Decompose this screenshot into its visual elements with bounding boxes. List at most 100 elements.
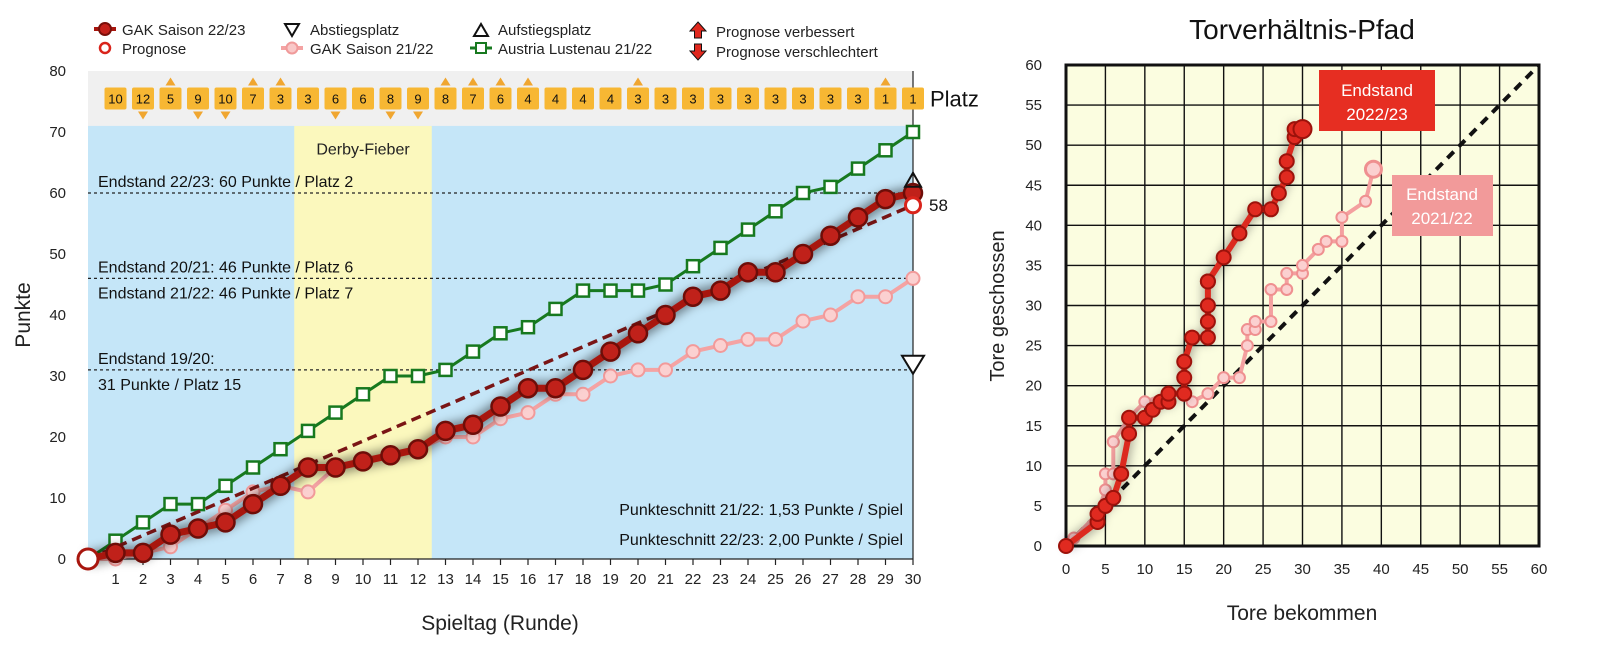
x-tick-label: 13 xyxy=(437,571,454,588)
x-tick-label: 45 xyxy=(1412,561,1429,578)
point-gak-2122 xyxy=(878,289,893,305)
point-gak-2122 xyxy=(905,270,921,286)
rank-value: 4 xyxy=(524,91,531,106)
x-axis: 0 5 10 15 20 25 30 35 40 45 50 55 60 xyxy=(1062,561,1548,578)
rank-box xyxy=(324,87,347,110)
y-tick-label: 45 xyxy=(1025,177,1042,194)
rank-value: 6 xyxy=(359,91,366,106)
legend-label-abstieg: Abstiegsplatz xyxy=(310,22,399,39)
point-lustenau xyxy=(135,515,151,530)
x-tick-label: 1 xyxy=(111,571,119,588)
rank-up-arrow xyxy=(633,77,643,86)
average-2122-label: Punkteschnitt 21/22: 1,53 Punkte / Spiel xyxy=(619,502,903,519)
series-group xyxy=(1058,119,1383,554)
x-axis-title: Tore bekommen xyxy=(1227,602,1378,625)
rank-box xyxy=(819,87,842,110)
point-gak-2122 xyxy=(1280,282,1294,296)
point-gak-2223 xyxy=(545,377,566,399)
point-gak-2122 xyxy=(713,338,728,353)
y-tick-label: 15 xyxy=(1025,418,1042,435)
x-tick-label: 0 xyxy=(1062,561,1070,578)
point-lustenau xyxy=(878,143,893,158)
rank-up-arrow xyxy=(495,77,506,86)
x-tick-label: 40 xyxy=(1373,561,1390,578)
reference-label: Endstand 19/20: xyxy=(98,351,215,368)
y-tick-label: 35 xyxy=(1025,257,1042,274)
point-gak-2122 xyxy=(1311,242,1325,256)
rank-up-arrow xyxy=(440,77,451,86)
x-tick-label: 21 xyxy=(657,571,674,588)
rank-box xyxy=(902,87,924,110)
x-tick-label: 15 xyxy=(492,571,509,588)
x-tick-label: 60 xyxy=(1531,561,1548,578)
y-tick-label: 70 xyxy=(49,124,66,141)
rank-value: 3 xyxy=(662,91,669,106)
prognose-end-label: 58 xyxy=(929,196,948,215)
rank-up-arrow xyxy=(165,77,176,86)
rank-value: 7 xyxy=(469,91,476,106)
x-tick-label: 8 xyxy=(304,571,312,588)
y-tick-label: 0 xyxy=(1034,538,1042,555)
x-tick-label: 9 xyxy=(331,571,339,588)
x-tick-label: 3 xyxy=(166,571,174,588)
x-tick-label: 55 xyxy=(1491,561,1508,578)
point-gak-2122 xyxy=(630,362,646,378)
point-gak-2223 xyxy=(1278,169,1295,186)
y-tick-label: 20 xyxy=(1025,378,1042,395)
point-gak-2223 xyxy=(600,341,621,362)
rank-box xyxy=(627,87,649,110)
legend-marker-abstieg xyxy=(283,23,301,38)
x-tick-label: 25 xyxy=(1255,561,1272,578)
point-gak-2223 xyxy=(655,304,676,326)
rank-box xyxy=(434,87,457,110)
legend-item-abstieg: Abstiegsplatz xyxy=(283,22,399,39)
point-gak-2223 xyxy=(1247,201,1264,218)
rank-value: 6 xyxy=(497,91,504,106)
rank-value: 7 xyxy=(249,91,256,106)
plot-background: Derby-Fieber xyxy=(88,71,913,560)
rank-value: 3 xyxy=(634,91,641,106)
point-lustenau xyxy=(328,405,343,420)
point-gak-2122 xyxy=(1335,234,1349,248)
x-tick-label: 15 xyxy=(1176,561,1193,578)
diagonal-line xyxy=(1064,63,1541,548)
rank-box xyxy=(544,87,567,110)
point-gak-2122 xyxy=(520,405,536,421)
end-label-box-2122 xyxy=(1392,175,1493,236)
rank-box xyxy=(682,87,704,110)
point-gak-2223 xyxy=(1231,225,1248,242)
rank-box xyxy=(517,87,539,110)
point-gak-2223 xyxy=(132,542,154,564)
point-gak-2223 xyxy=(875,188,896,210)
derby-band-label: Derby-Fieber xyxy=(316,142,410,159)
rank-value: 10 xyxy=(218,91,232,106)
legend-item-lustenau: Austria Lustenau 21/22 xyxy=(470,41,652,58)
point-gak-2223 xyxy=(105,542,126,564)
rank-down-arrow xyxy=(138,111,148,120)
legend-label-gak-2122: GAK Saison 21/22 xyxy=(310,41,433,58)
x-tick-label: 17 xyxy=(547,571,564,588)
x-tick-label: 26 xyxy=(795,571,812,588)
legend-marker-lustenau xyxy=(475,42,487,54)
rank-value: 5 xyxy=(167,91,174,106)
reference-label: 31 Punkte / Platz 15 xyxy=(98,377,241,394)
x-tick-label: 5 xyxy=(1101,561,1109,578)
point-gak-2122 xyxy=(768,331,783,347)
point-lustenau xyxy=(493,326,508,341)
point-gak-2223 xyxy=(1278,153,1295,170)
point-gak-2223 xyxy=(765,262,786,283)
x-tick-label: 7 xyxy=(276,571,284,588)
rank-box xyxy=(269,87,292,110)
rank-box xyxy=(132,87,154,110)
rank-box xyxy=(379,87,402,110)
point-lustenau xyxy=(300,423,316,439)
rank-value: 3 xyxy=(717,91,724,106)
reference-lines: Endstand 22/23: 60 Punkte / Platz 2 Endst… xyxy=(88,174,913,394)
point-gak-2122 xyxy=(300,484,316,500)
rank-box xyxy=(874,87,897,110)
point-gak-2223-start xyxy=(76,547,100,571)
x-tick-label: 35 xyxy=(1334,561,1351,578)
point-lustenau xyxy=(520,319,536,335)
arrow-up-icon xyxy=(688,21,708,39)
rank-title: Platz xyxy=(930,86,979,111)
